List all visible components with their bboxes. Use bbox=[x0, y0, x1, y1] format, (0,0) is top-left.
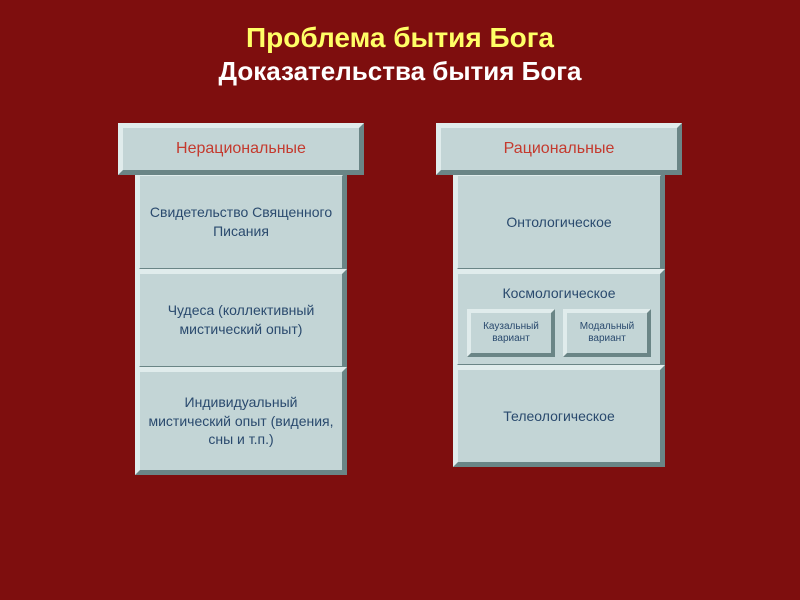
item-ontological: Онтологическое bbox=[453, 171, 665, 273]
title-main: Проблема бытия Бога bbox=[0, 22, 800, 54]
item-teleological: Телеологическое bbox=[453, 365, 665, 467]
header-rational: Рациональные bbox=[436, 123, 682, 175]
item-cosmological-label: Космологическое bbox=[502, 280, 615, 309]
item-cosmological: Космологическое Каузальный вариант Модал… bbox=[453, 269, 665, 369]
item-individual-mystic-label: Индивидуальный мистический опыт (видения… bbox=[146, 393, 336, 450]
item-scripture-label: Свидетельство Священного Писания bbox=[146, 203, 336, 241]
columns: Нерациональные Свидетельство Священного … bbox=[0, 105, 800, 475]
sub-causal: Каузальный вариант bbox=[467, 309, 555, 357]
item-miracles-label: Чудеса (коллективный мистический опыт) bbox=[146, 301, 336, 339]
sub-causal-label: Каузальный вариант bbox=[473, 321, 549, 344]
title-sub: Доказательства бытия Бога bbox=[0, 56, 800, 87]
item-miracles: Чудеса (коллективный мистический опыт) bbox=[135, 269, 347, 371]
column-irrational: Нерациональные Свидетельство Священного … bbox=[118, 123, 364, 475]
item-teleological-label: Телеологическое bbox=[503, 407, 615, 426]
title-block: Проблема бытия Бога Доказательства бытия… bbox=[0, 0, 800, 105]
column-rational: Рациональные Онтологическое Космологичес… bbox=[436, 123, 682, 475]
item-individual-mystic: Индивидуальный мистический опыт (видения… bbox=[135, 367, 347, 475]
sub-modal: Модальный вариант bbox=[563, 309, 651, 357]
sub-modal-label: Модальный вариант bbox=[569, 321, 645, 344]
item-ontological-label: Онтологическое bbox=[506, 213, 611, 232]
cosmological-sub-row: Каузальный вариант Модальный вариант bbox=[464, 309, 654, 357]
item-scripture: Свидетельство Священного Писания bbox=[135, 171, 347, 273]
header-irrational: Нерациональные bbox=[118, 123, 364, 175]
